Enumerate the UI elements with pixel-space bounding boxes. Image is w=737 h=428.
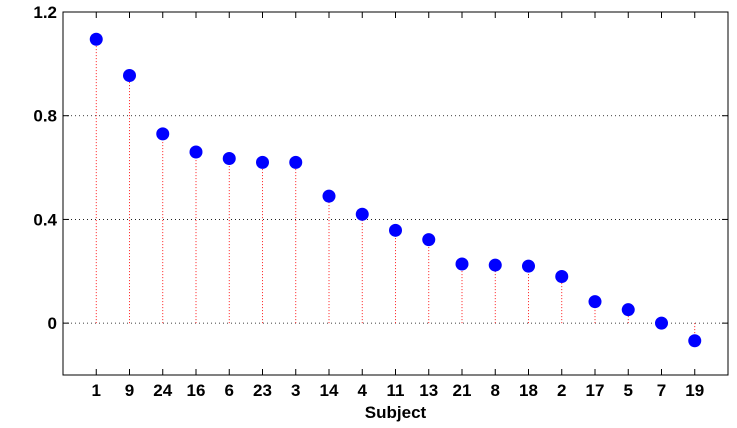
- data-point-marker: [123, 69, 136, 83]
- x-tick-label: 17: [586, 381, 605, 400]
- x-tick-label: 4: [358, 381, 368, 400]
- data-markers: [89, 32, 702, 348]
- x-tick-label: 16: [187, 381, 206, 400]
- x-tick-label: 14: [320, 381, 339, 400]
- data-point-marker: [488, 258, 502, 272]
- data-point-marker: [289, 155, 303, 169]
- data-point-marker: [588, 295, 602, 309]
- grid-lines: [63, 11, 728, 324]
- x-axis-label: Subject: [365, 403, 427, 422]
- data-point-marker: [655, 316, 668, 330]
- data-point-marker: [621, 303, 635, 317]
- x-tick-label: 7: [657, 381, 666, 400]
- x-tick-label: 6: [225, 381, 234, 400]
- x-tick-label: 9: [125, 381, 134, 400]
- data-point-marker: [355, 207, 369, 221]
- data-point-marker: [522, 259, 535, 273]
- x-tick-label: 21: [453, 381, 472, 400]
- y-axis-ticks: 0 0.4 0.8 1.2: [33, 3, 728, 333]
- data-point-marker: [89, 32, 103, 46]
- y-tick-label: 1.2: [33, 3, 57, 22]
- y-tick-label: 0: [48, 314, 57, 333]
- x-tick-label: 23: [253, 381, 272, 400]
- data-point-marker: [455, 257, 469, 271]
- x-tick-label: 3: [291, 381, 300, 400]
- data-point-marker: [189, 145, 203, 159]
- data-point-marker: [222, 151, 236, 165]
- stem-lines: [95, 39, 696, 341]
- x-tick-label: 8: [491, 381, 500, 400]
- x-tick-label: 13: [419, 381, 438, 400]
- x-tick-label: 18: [519, 381, 538, 400]
- x-tick-label: 11: [387, 381, 405, 400]
- x-tick-label: 1: [92, 381, 101, 400]
- x-tick-label: 19: [685, 381, 704, 400]
- data-point-marker: [688, 334, 702, 348]
- data-point-marker: [322, 189, 336, 203]
- data-point-marker: [156, 127, 170, 141]
- y-tick-label: 0.4: [33, 210, 57, 229]
- x-axis-ticks: 1 9 24 16 6 23 3 14 4 11 13 21 8 18 2 17 5 7 19: [92, 12, 704, 400]
- data-point-marker: [555, 269, 569, 283]
- data-point-marker: [422, 233, 436, 247]
- data-point-marker: [256, 155, 269, 169]
- data-point-marker: [389, 223, 402, 237]
- y-tick-label: 0.8: [33, 107, 57, 126]
- x-tick-label: 24: [153, 381, 172, 400]
- x-tick-label: 5: [624, 381, 633, 400]
- x-tick-label: 2: [557, 381, 566, 400]
